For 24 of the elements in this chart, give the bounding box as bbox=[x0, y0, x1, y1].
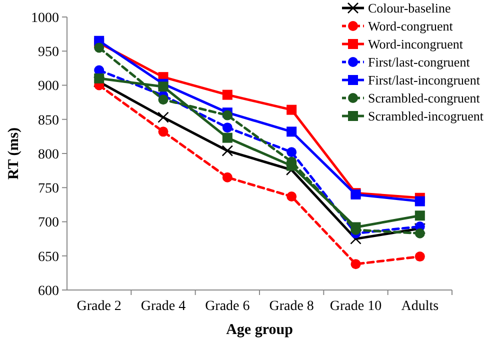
legend-label: Word-congruent bbox=[368, 18, 454, 34]
legend-label: First/last-congruent bbox=[368, 54, 470, 70]
legend-label: Colour-baseline bbox=[368, 0, 452, 16]
legend-label: Word-incongruent bbox=[368, 36, 464, 52]
y-tick-label: 900 bbox=[38, 79, 59, 94]
y-tick-label: 650 bbox=[38, 250, 59, 265]
y-axis-title: RT (ms) bbox=[6, 127, 22, 180]
x-axis-title: Age group bbox=[226, 322, 293, 338]
y-tick-label: 600 bbox=[38, 284, 59, 299]
y-tick-label: 950 bbox=[38, 45, 59, 60]
legend-label: Scrambled-incogruent bbox=[368, 108, 484, 124]
y-tick-label: 700 bbox=[38, 216, 59, 231]
x-tick-label: Grade 2 bbox=[76, 299, 122, 314]
x-tick-label: Grade 8 bbox=[269, 299, 314, 314]
y-tick-label: 850 bbox=[38, 113, 59, 128]
y-tick-label: 750 bbox=[38, 182, 59, 197]
x-tick-label: Grade 4 bbox=[140, 299, 186, 314]
x-tick-label: Adults bbox=[401, 299, 439, 314]
x-tick-label: Grade 6 bbox=[205, 299, 250, 314]
legend-label: First/last-incongruent bbox=[368, 72, 480, 88]
y-tick-label: 1000 bbox=[31, 10, 59, 26]
y-tick-label: 800 bbox=[38, 147, 59, 162]
x-tick-label: Grade 10 bbox=[330, 299, 382, 314]
legend-label: Scrambled-congruent bbox=[368, 90, 480, 106]
